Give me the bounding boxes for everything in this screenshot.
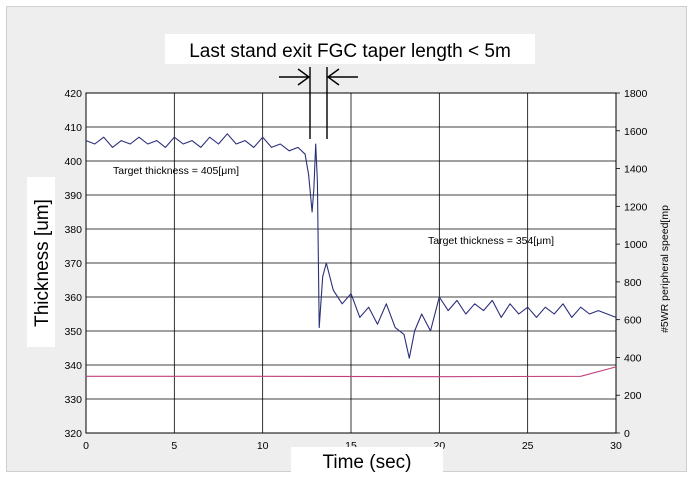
x-tick-label: 25 <box>522 440 534 452</box>
ylabel-background <box>27 177 55 347</box>
target-thickness-before: Target thickness = 405[μm] <box>113 165 239 177</box>
y-tick-label: 370 <box>64 258 82 270</box>
x-tick-label: 30 <box>610 440 622 452</box>
right-y-tick-label: 1200 <box>624 201 648 213</box>
x-tick-label: 0 <box>83 440 89 452</box>
right-y-tick-label: 1800 <box>624 88 648 100</box>
arrow-left-head <box>297 68 311 86</box>
x-tick-label: 10 <box>257 440 269 452</box>
arrow-right-head <box>326 68 340 86</box>
y-tick-label: 390 <box>64 190 82 202</box>
thickness-series-line <box>85 133 617 359</box>
plot-border <box>85 92 617 434</box>
chart-title: Last stand exit FGC taper length < 5m <box>189 41 511 62</box>
x-tick-label: 15 <box>345 440 357 452</box>
axis-layer: 320 330 340 350 360 370 380 390 400 410 420 0 5 10 15 2… <box>64 88 647 452</box>
right-y-tick-label: 1600 <box>624 126 648 138</box>
y-tick-label: 380 <box>64 224 82 236</box>
x-tick-label: 5 <box>171 440 177 452</box>
right-y-tick-label: 200 <box>624 390 642 402</box>
y-tick-label: 350 <box>64 326 82 338</box>
x-axis-label: Time (sec) <box>322 452 411 473</box>
y-tick-label: 410 <box>64 122 82 134</box>
chart-frame: 320 330 340 350 360 370 380 390 400 410 420 0 5 10 15 2… <box>6 6 687 473</box>
y-tick-label: 330 <box>64 394 82 406</box>
right-y-tick-label: 1000 <box>624 239 648 251</box>
right-y-tick-label: 600 <box>624 315 642 327</box>
y-tick-label: 340 <box>64 360 82 372</box>
right-y-tick-label: 800 <box>624 277 642 289</box>
right-y-axis-label: #5WR peripheral speed[mp <box>659 205 671 333</box>
xlabel-background <box>291 447 443 473</box>
right-y-tick-label: 0 <box>624 428 630 440</box>
y-tick-label: 420 <box>64 88 82 100</box>
y-tick-label: 320 <box>64 428 82 440</box>
y-tick-label: 400 <box>64 156 82 168</box>
series-layer <box>85 133 617 378</box>
taper-length-marker <box>279 67 358 139</box>
roll-speed-series-line <box>86 366 617 378</box>
title-background <box>165 34 535 64</box>
y-tick-label: 360 <box>64 292 82 304</box>
target-thickness-after: Target thickness = 354[μm] <box>428 235 554 247</box>
y-axis-label: Thickness [um] <box>32 199 53 327</box>
right-y-tick-label: 1400 <box>624 164 648 176</box>
thickness-chart: 320 330 340 350 360 370 380 390 400 410 420 0 5 10 15 2… <box>27 34 671 473</box>
right-y-tick-label: 400 <box>624 352 642 364</box>
x-tick-label: 20 <box>433 440 445 452</box>
